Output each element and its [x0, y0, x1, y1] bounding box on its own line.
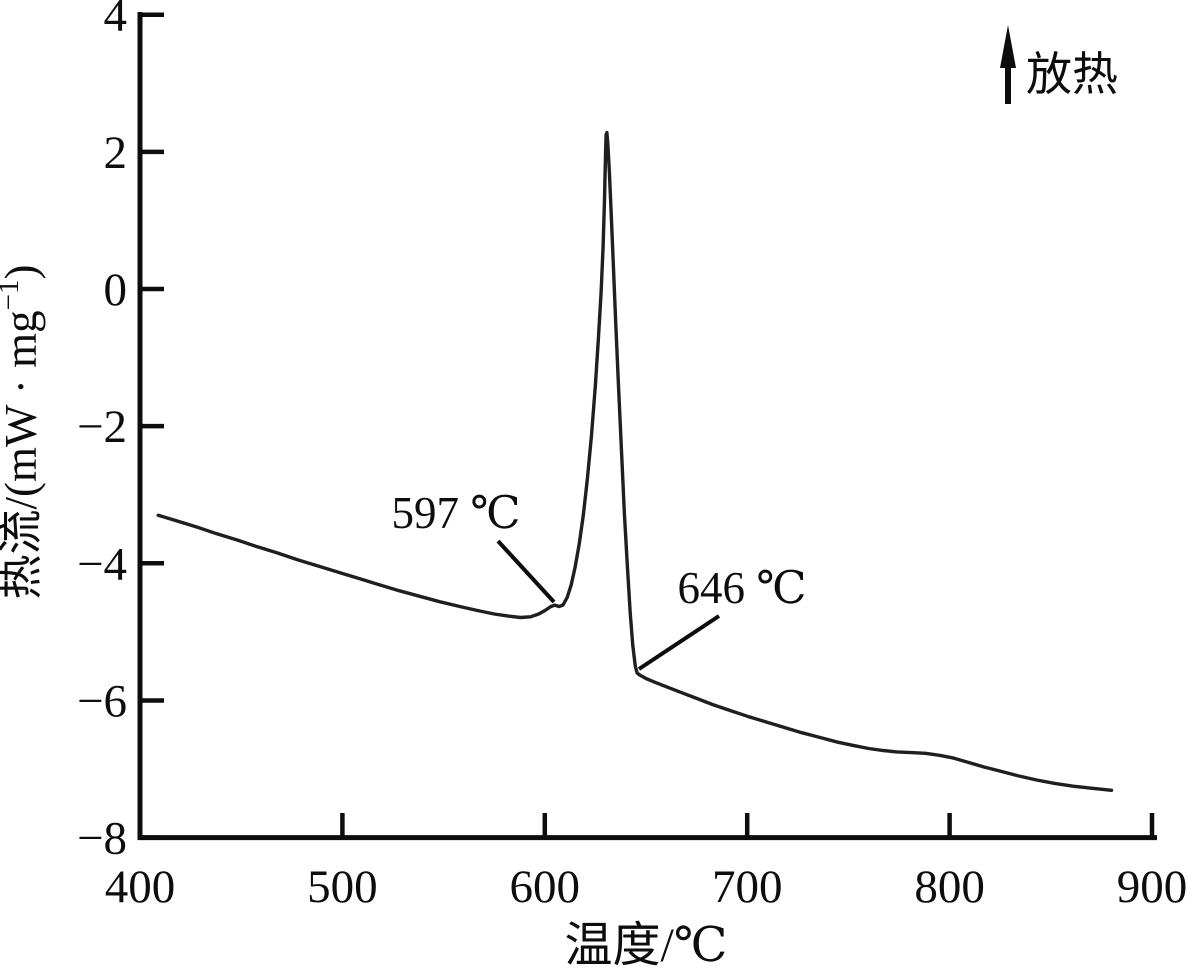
- x-tick-label: 900: [1117, 861, 1187, 913]
- y-tick-label: 2: [104, 127, 128, 179]
- y-tick-label: 4: [104, 0, 128, 42]
- x-tick-label: 600: [510, 861, 581, 913]
- annotation-646: 646 ℃: [677, 563, 806, 613]
- exothermic-arrow-icon: [1000, 25, 1016, 104]
- axes-frame: [137, 12, 1157, 841]
- annotation-leader-646: [637, 614, 721, 671]
- x-axis-title: 温度/℃: [564, 919, 727, 972]
- y-axis-title-close: ): [0, 265, 46, 280]
- x-tick-label: 500: [307, 861, 378, 913]
- y-axis-title-superscript: −1: [0, 280, 25, 311]
- y-ticks: 4 2 0 −2 −4 −6 −8: [77, 0, 164, 865]
- x-tick-label: 800: [914, 861, 985, 913]
- y-tick-label: −2: [77, 401, 127, 453]
- exothermic-label: 放热: [1026, 49, 1118, 100]
- y-axis-title: 热流/(mW · mg−1): [0, 265, 46, 600]
- y-tick-label: −4: [77, 538, 127, 590]
- annotation-leader-597: [496, 539, 556, 604]
- x-tick-label: 400: [105, 861, 176, 913]
- y-axis-title-main: 热流/(mW · mg: [0, 310, 46, 599]
- dsc-curve: [156, 130, 1114, 792]
- x-ticks: 400 500 600 700 800 900: [105, 813, 1187, 913]
- annotation-597: 597 ℃: [391, 488, 520, 538]
- y-tick-label: −8: [77, 813, 127, 865]
- y-tick-label: 0: [104, 264, 128, 316]
- arrow-head: [1000, 25, 1016, 68]
- y-tick-label: −6: [77, 675, 127, 727]
- x-tick-label: 700: [712, 861, 783, 913]
